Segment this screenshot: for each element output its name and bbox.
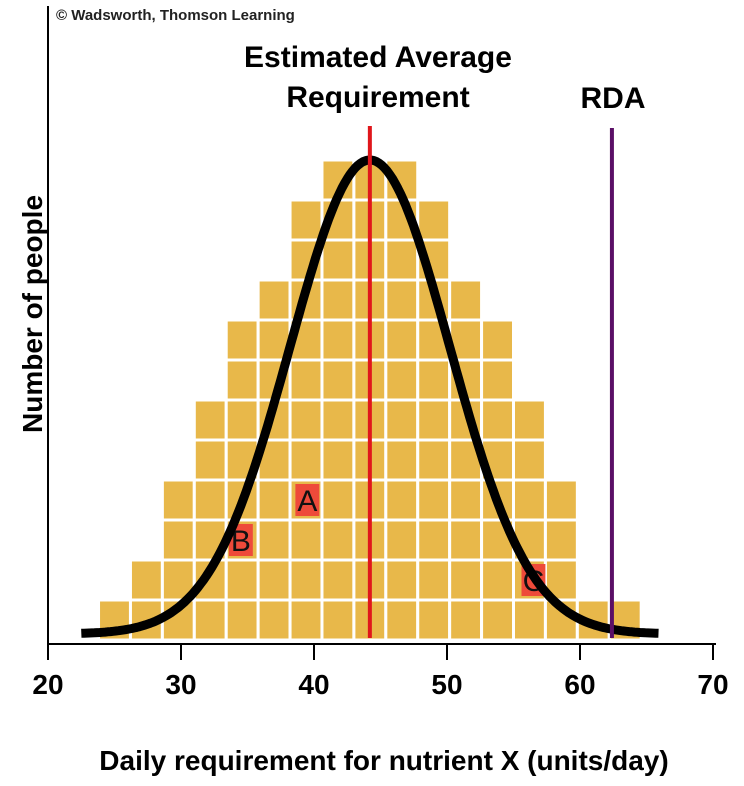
x-tick-label: 60 — [564, 669, 595, 700]
histogram-cell — [224, 318, 260, 362]
histogram-cell — [416, 478, 452, 522]
histogram-cell — [384, 518, 420, 562]
axes: 20 30 40 50 60 70 — [32, 6, 729, 700]
point-label-a: A — [297, 485, 317, 518]
histogram-cell — [192, 438, 228, 482]
histogram-cell — [224, 598, 260, 642]
histogram-cell — [416, 598, 452, 642]
histogram-cell — [448, 598, 484, 642]
copyright-text: © Wadsworth, Thomson Learning — [56, 7, 295, 24]
histogram-cell — [160, 478, 196, 522]
histogram-cell — [512, 438, 547, 482]
histogram-cell — [416, 438, 452, 482]
histogram-cell — [288, 598, 324, 642]
histogram-cell — [480, 358, 515, 402]
x-tick-label: 30 — [165, 669, 196, 700]
histogram-cell — [416, 558, 452, 602]
histogram-cell — [224, 558, 260, 602]
histogram-cell — [288, 438, 324, 482]
y-axis-title: Number of people — [17, 195, 48, 433]
histogram-cell — [128, 558, 164, 602]
histogram-cell — [288, 518, 324, 562]
histogram-cell — [384, 478, 420, 522]
histogram-cell — [416, 358, 452, 402]
histogram-cell — [384, 278, 420, 322]
x-tick-label: 40 — [298, 669, 329, 700]
histogram-cell — [480, 398, 515, 442]
histogram-cell — [288, 358, 324, 402]
histogram-cell — [192, 598, 228, 642]
histogram-cell — [384, 358, 420, 402]
histogram-cell — [384, 318, 420, 362]
histogram-cell — [384, 438, 420, 482]
histogram-cell — [448, 558, 484, 602]
x-tick-label: 70 — [697, 669, 728, 700]
x-axis-title: Daily requirement for nutrient X (units/… — [99, 745, 668, 776]
histogram-cell — [288, 558, 324, 602]
histogram-cell — [320, 318, 356, 362]
histogram-cell — [320, 238, 356, 282]
x-tick-label: 20 — [32, 669, 63, 700]
histogram-cell — [192, 478, 228, 522]
histogram-cell — [320, 598, 356, 642]
histogram-cell — [480, 598, 515, 642]
histogram-cell — [288, 398, 324, 442]
histogram-cell — [256, 598, 292, 642]
histogram-cell — [512, 478, 547, 522]
histogram-cell — [416, 518, 452, 562]
histogram-cell — [320, 358, 356, 402]
histogram-cell — [192, 558, 228, 602]
histogram-cell — [512, 598, 547, 642]
histogram-cell — [320, 518, 356, 562]
histogram-cell — [320, 558, 356, 602]
histogram-cell — [543, 478, 579, 522]
requirement-markers — [367, 126, 614, 638]
histogram-cell — [320, 438, 356, 482]
point-label-b: B — [231, 525, 251, 558]
histogram-cell — [543, 518, 579, 562]
histogram-cell — [224, 398, 260, 442]
histogram-cell — [256, 558, 292, 602]
histogram-cell — [384, 558, 420, 602]
histogram-cell — [320, 278, 356, 322]
histogram-cell — [384, 598, 420, 642]
histogram-cell — [416, 198, 452, 242]
histogram-cell — [416, 398, 452, 442]
histogram-cell — [160, 518, 196, 562]
rda-label: RDA — [581, 82, 646, 115]
histogram-cell — [192, 398, 228, 442]
histogram-cell — [448, 518, 484, 562]
histogram-cell — [448, 478, 484, 522]
histogram-cell — [480, 318, 515, 362]
histogram-cell — [384, 238, 420, 282]
histogram-cell — [320, 478, 356, 522]
histogram-cell — [512, 398, 547, 442]
highlight-cell-a — [295, 484, 320, 516]
histogram-cell — [448, 278, 484, 322]
ear-label-line1: Estimated Average — [244, 41, 512, 74]
histogram-cell — [384, 398, 420, 442]
histogram-cell — [224, 358, 260, 402]
histogram-cell — [256, 278, 292, 322]
ear-label-line2: Requirement — [286, 81, 469, 114]
histogram-cell — [256, 478, 292, 522]
x-tick-label: 50 — [431, 669, 462, 700]
histogram-cell — [320, 398, 356, 442]
histogram-cell — [288, 198, 324, 242]
histogram-cell — [256, 518, 292, 562]
histogram-cell — [480, 558, 515, 602]
